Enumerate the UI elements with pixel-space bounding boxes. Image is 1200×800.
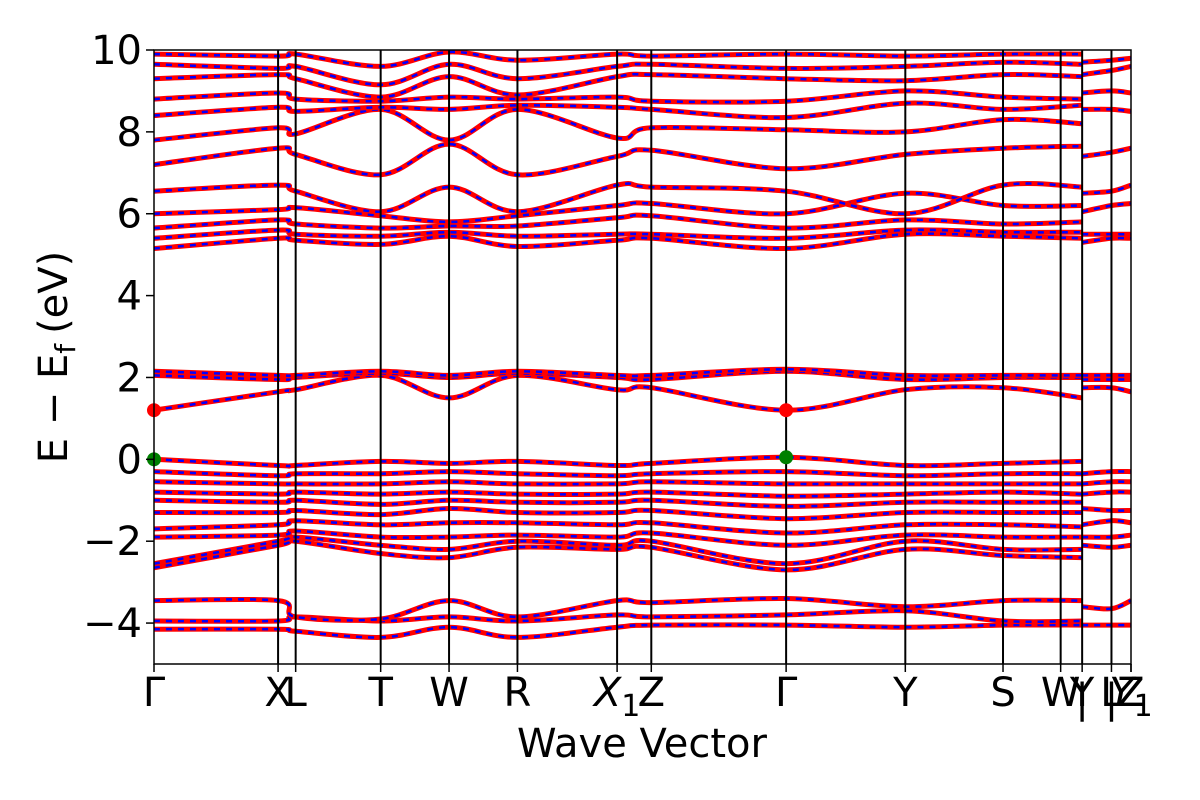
x-tick-label-main: Y — [1069, 670, 1095, 716]
x-tick-label: S — [990, 670, 1015, 716]
x-tick-label-main: Y — [1109, 670, 1137, 716]
x-tick-label-subscript: 1 — [1134, 689, 1153, 724]
x-tick-label-main: W — [429, 670, 469, 716]
y-tick-label: −2 — [83, 519, 142, 565]
band-line-spin-up — [154, 497, 1083, 509]
band-line-spin-up — [154, 479, 1083, 487]
x-tick-label: Y — [892, 670, 918, 716]
band-line-spin-up — [154, 469, 1083, 479]
y-tick-label: −4 — [83, 601, 142, 647]
x-tick-label: W — [429, 670, 469, 716]
x-tick-label: Y — [1069, 670, 1095, 716]
band-line-spin-up — [154, 59, 1083, 88]
band-line-spin-down — [154, 535, 1083, 565]
x-tick-separator: | — [1105, 676, 1118, 722]
x-tick-label-main: T — [367, 670, 393, 716]
y-axis-ticks: −4 −2 0 2 4 6 8 10 — [83, 28, 154, 647]
band-edge-marker — [779, 403, 794, 418]
x-tick-label: W — [1041, 670, 1081, 716]
x-tick-label: L — [285, 670, 308, 716]
band-line-spin-down — [154, 182, 1083, 215]
x-tick-separator: | — [1075, 676, 1088, 722]
x-tick-label-main: Z — [1117, 670, 1144, 716]
band-line-spin-up — [154, 489, 1083, 499]
x-tick-label-main: L — [285, 670, 308, 716]
band-line-spin-down — [154, 498, 1083, 508]
x-tick-label-main: X — [264, 670, 291, 716]
x-axis-label: Wave Vector — [517, 721, 768, 767]
plot-area — [147, 49, 1132, 665]
x-tick-label-main: W — [1041, 670, 1081, 716]
y-axis-label-unit: (eV) — [31, 251, 77, 334]
band-line-spin-down — [154, 142, 1083, 177]
x-tick-label: Z — [638, 670, 665, 716]
band-line-spin-down — [154, 61, 1083, 87]
y-tick-label: 2 — [117, 355, 142, 401]
x-tick-label-main: Y — [892, 670, 918, 716]
y-axis-label: E − Ef (eV) — [31, 251, 82, 464]
x-tick-label-main: Z — [638, 670, 665, 716]
x-tick-label-main: R — [504, 670, 532, 716]
y-tick-label: 6 — [117, 192, 142, 238]
band-edge-marker — [779, 450, 794, 465]
x-tick-label-subscript: 1 — [621, 689, 640, 724]
x-tick-label-main: X — [592, 670, 623, 716]
band-line-spin-down — [154, 623, 1083, 639]
band-line-spin-down — [154, 470, 1083, 477]
band-line-spin-down — [154, 456, 1083, 468]
x-tick-label: L — [1100, 670, 1123, 716]
y-axis-label-main: E − E — [31, 354, 77, 464]
band-line-spin-down — [154, 490, 1083, 498]
x-tick-label: R — [504, 670, 532, 716]
band-line-spin-down — [154, 108, 1083, 142]
y-tick-label: 0 — [117, 437, 142, 483]
band-line-spin-up — [1081, 598, 1131, 612]
x-tick-label: T — [367, 670, 393, 716]
y-tick-label: 4 — [117, 274, 142, 320]
band-line-spin-up — [154, 366, 1083, 379]
x-tick-label-main: Γ — [143, 670, 166, 716]
x-tick-label: Γ — [775, 670, 798, 716]
band-line-spin-down — [154, 72, 1083, 99]
band-line-spin-up — [154, 141, 1083, 178]
x-tick-label-main: L — [1100, 670, 1123, 716]
x-tick-label: X — [264, 670, 291, 716]
y-tick-label: 10 — [91, 28, 142, 74]
y-tick-label: 8 — [117, 110, 142, 156]
x-tick-label: Y1 — [1109, 670, 1153, 724]
band-line-spin-up — [154, 454, 1083, 469]
x-tick-label-main: S — [990, 670, 1015, 716]
band-line-spin-down — [154, 507, 1083, 520]
band-line-spin-down — [154, 480, 1083, 486]
x-tick-label-main: Γ — [775, 670, 798, 716]
x-tick-label: Z — [1117, 670, 1144, 716]
band-line-spin-up — [154, 505, 1083, 522]
band-line-spin-down — [154, 368, 1083, 378]
x-tick-label: X1 — [592, 670, 641, 724]
x-tick-label: Γ — [143, 670, 166, 716]
y-axis-label-subscript: f — [49, 343, 82, 354]
plot-frame — [153, 49, 1132, 665]
bands-group — [154, 50, 1131, 640]
